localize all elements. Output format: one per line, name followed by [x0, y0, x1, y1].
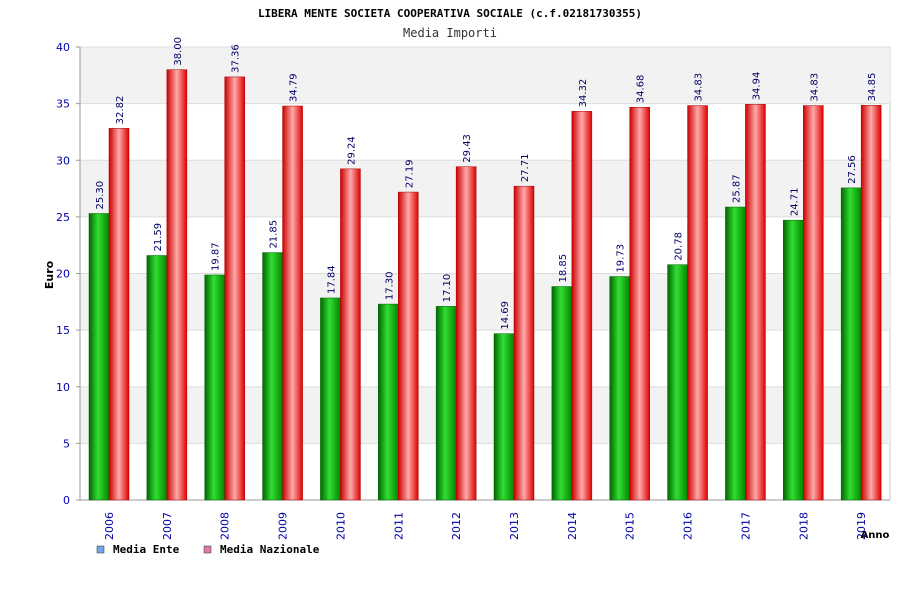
data-label: 18.85	[558, 254, 569, 283]
data-label: 32.82	[115, 96, 126, 125]
bar-media-nazionale-2017	[745, 104, 766, 501]
bar-media-ente-2009	[262, 252, 283, 501]
bar-media-ente-2017	[725, 206, 746, 501]
data-label: 17.30	[384, 271, 395, 300]
data-label: 34.94	[751, 72, 762, 101]
data-label: 37.36	[231, 44, 242, 73]
bars	[88, 69, 882, 501]
legend: Media Ente Media Nazionale	[96, 543, 320, 556]
y-axis-label: Euro	[43, 260, 56, 289]
data-label: 38.00	[173, 37, 184, 66]
legend-label-media-ente: Media Ente	[113, 543, 180, 556]
x-tick-label: 2017	[739, 512, 752, 540]
y-tick-label: 15	[56, 324, 70, 337]
data-label: 29.43	[462, 134, 473, 163]
bar-media-ente-2007	[146, 255, 168, 501]
legend-swatch-media-nazionale	[203, 545, 212, 554]
bar-media-ente-2018	[783, 219, 804, 501]
plot-band	[80, 47, 890, 104]
x-tick-label: 2014	[566, 512, 579, 540]
x-tick-label: 2006	[103, 512, 116, 540]
y-tick-label: 40	[56, 41, 70, 54]
bar-media-nazionale-2011	[398, 191, 419, 501]
data-label: 21.59	[153, 223, 164, 252]
data-label: 25.87	[731, 174, 742, 203]
data-label: 34.83	[809, 73, 820, 102]
data-label: 25.30	[95, 181, 106, 210]
x-tick-label: 2016	[682, 512, 695, 540]
plot-band	[80, 273, 890, 331]
data-label: 17.84	[326, 265, 337, 294]
chart-subtitle: Media Importi	[403, 26, 497, 40]
data-label: 34.32	[578, 79, 589, 108]
y-tick-label: 20	[56, 268, 70, 281]
x-tick-label: 2010	[334, 512, 347, 540]
x-tick-label: 2013	[508, 512, 521, 540]
bar-media-ente-2006	[88, 213, 110, 501]
bar-media-ente-2016	[667, 264, 688, 501]
x-tick-label: 2009	[277, 512, 290, 540]
y-tick-label: 0	[63, 494, 70, 507]
bar-media-ente-2013	[493, 333, 515, 501]
data-label: 29.24	[346, 136, 357, 165]
data-label: 34.85	[867, 73, 878, 102]
x-axis-label: Anno	[861, 530, 890, 541]
bar-media-ente-2010	[320, 297, 341, 501]
bar-media-ente-2011	[378, 303, 399, 501]
bar-media-nazionale-2013	[513, 185, 535, 501]
bar-media-nazionale-2009	[282, 105, 303, 501]
bar-media-ente-2008	[204, 274, 225, 501]
legend-label-media-nazionale: Media Nazionale	[220, 543, 320, 556]
bar-media-nazionale-2019	[860, 105, 882, 501]
chart-title: LIBERA MENTE SOCIETA COOPERATIVA SOCIALE…	[258, 7, 642, 20]
y-axis-ticks: 0 5 10 15 20 25 30 35 40	[56, 41, 70, 507]
legend-swatch-media-ente	[96, 545, 105, 554]
bar-media-nazionale-2012	[455, 166, 477, 501]
plot-band	[80, 160, 890, 217]
data-label: 34.79	[289, 73, 300, 102]
bar-media-nazionale-2008	[224, 76, 245, 501]
data-label: 27.19	[404, 159, 415, 188]
plot-band	[80, 386, 890, 444]
x-axis-ticks: 2006 2007 2008 2009 2010 2011 2012 2013 2014 2015…	[103, 512, 868, 540]
bar-media-nazionale-2018	[803, 105, 824, 501]
bar-media-ente-2014	[551, 286, 573, 501]
data-label: 24.71	[789, 188, 800, 217]
data-label: 27.56	[847, 155, 858, 184]
bar-media-nazionale-2015	[629, 106, 650, 501]
x-tick-label: 2019	[855, 512, 868, 540]
bar-media-ente-2012	[435, 306, 457, 501]
data-label: 14.69	[500, 301, 511, 330]
bar-media-nazionale-2016	[687, 105, 708, 501]
data-label: 27.71	[520, 154, 531, 183]
x-tick-label: 2008	[219, 512, 232, 540]
x-tick-label: 2012	[450, 512, 463, 540]
bar-media-nazionale-2007	[166, 69, 188, 501]
y-tick-label: 25	[56, 211, 70, 224]
data-label: 19.87	[211, 242, 222, 271]
bar-media-ente-2015	[609, 276, 630, 501]
y-tick-label: 10	[56, 381, 70, 394]
x-tick-label: 2007	[161, 512, 174, 540]
bar-media-nazionale-2006	[108, 128, 130, 501]
bar-media-ente-2019	[840, 187, 862, 501]
x-tick-label: 2015	[624, 512, 637, 540]
data-label: 17.10	[442, 274, 453, 303]
x-tick-label: 2018	[797, 512, 810, 540]
data-labels: 25.30 32.82 21.59 38.00 19.87 37.36 21.85 34.79…	[95, 37, 878, 330]
x-tick-label: 2011	[392, 512, 405, 540]
data-label: 19.73	[616, 244, 627, 273]
data-label: 21.85	[269, 220, 280, 249]
y-tick-label: 30	[56, 154, 70, 167]
data-label: 34.83	[694, 73, 705, 102]
y-tick-label: 5	[63, 437, 70, 450]
y-tick-label: 35	[56, 98, 70, 111]
data-label: 20.78	[674, 232, 685, 261]
data-label: 34.68	[636, 75, 647, 104]
bar-media-nazionale-2014	[571, 111, 593, 501]
bar-media-nazionale-2010	[340, 168, 361, 501]
